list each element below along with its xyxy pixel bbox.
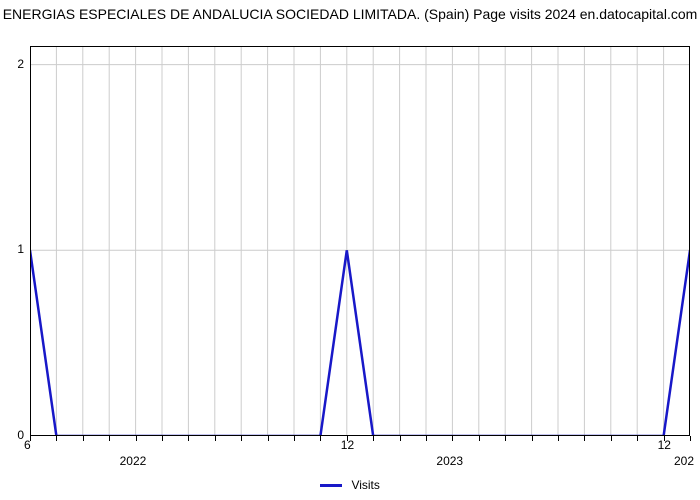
x-tick-mark [215,436,216,441]
x-tick-mark [426,436,427,441]
x-tick-mark [241,436,242,441]
x-tick-mark [611,436,612,441]
x-tick-mark [479,436,480,441]
y-tick-label: 2 [17,57,24,71]
x-tick-mark [109,436,110,441]
x-tick-mark [400,436,401,441]
x-tick-mark [373,436,374,441]
x-tick-mark [162,436,163,441]
x-tick-mark [505,436,506,441]
legend: Visits [0,478,700,492]
legend-label: Visits [351,478,379,492]
chart-svg [30,46,690,436]
x-year-label: 202 [674,454,694,468]
y-tick-label: 1 [17,242,24,256]
x-tick-mark [320,436,321,441]
x-tick-mark [452,436,453,441]
x-tick-mark [136,436,137,441]
x-year-label: 2023 [436,454,463,468]
x-tick-mark [690,436,691,441]
x-tick-mark [188,436,189,441]
legend-swatch [320,484,342,487]
chart-title: ENERGIAS ESPECIALES DE ANDALUCIA SOCIEDA… [0,6,700,24]
x-tick-mark [558,436,559,441]
x-year-label: 2022 [120,454,147,468]
plot-area [30,46,690,436]
x-tick-mark [30,436,31,441]
x-tick-mark [83,436,84,441]
x-tick-mark [584,436,585,441]
y-tick-label: 0 [17,428,24,442]
x-tick-mark [664,436,665,441]
x-tick-mark [294,436,295,441]
x-tick-mark [347,436,348,441]
x-tick-mark [268,436,269,441]
x-tick-mark [637,436,638,441]
x-tick-mark [56,436,57,441]
x-tick-mark [532,436,533,441]
